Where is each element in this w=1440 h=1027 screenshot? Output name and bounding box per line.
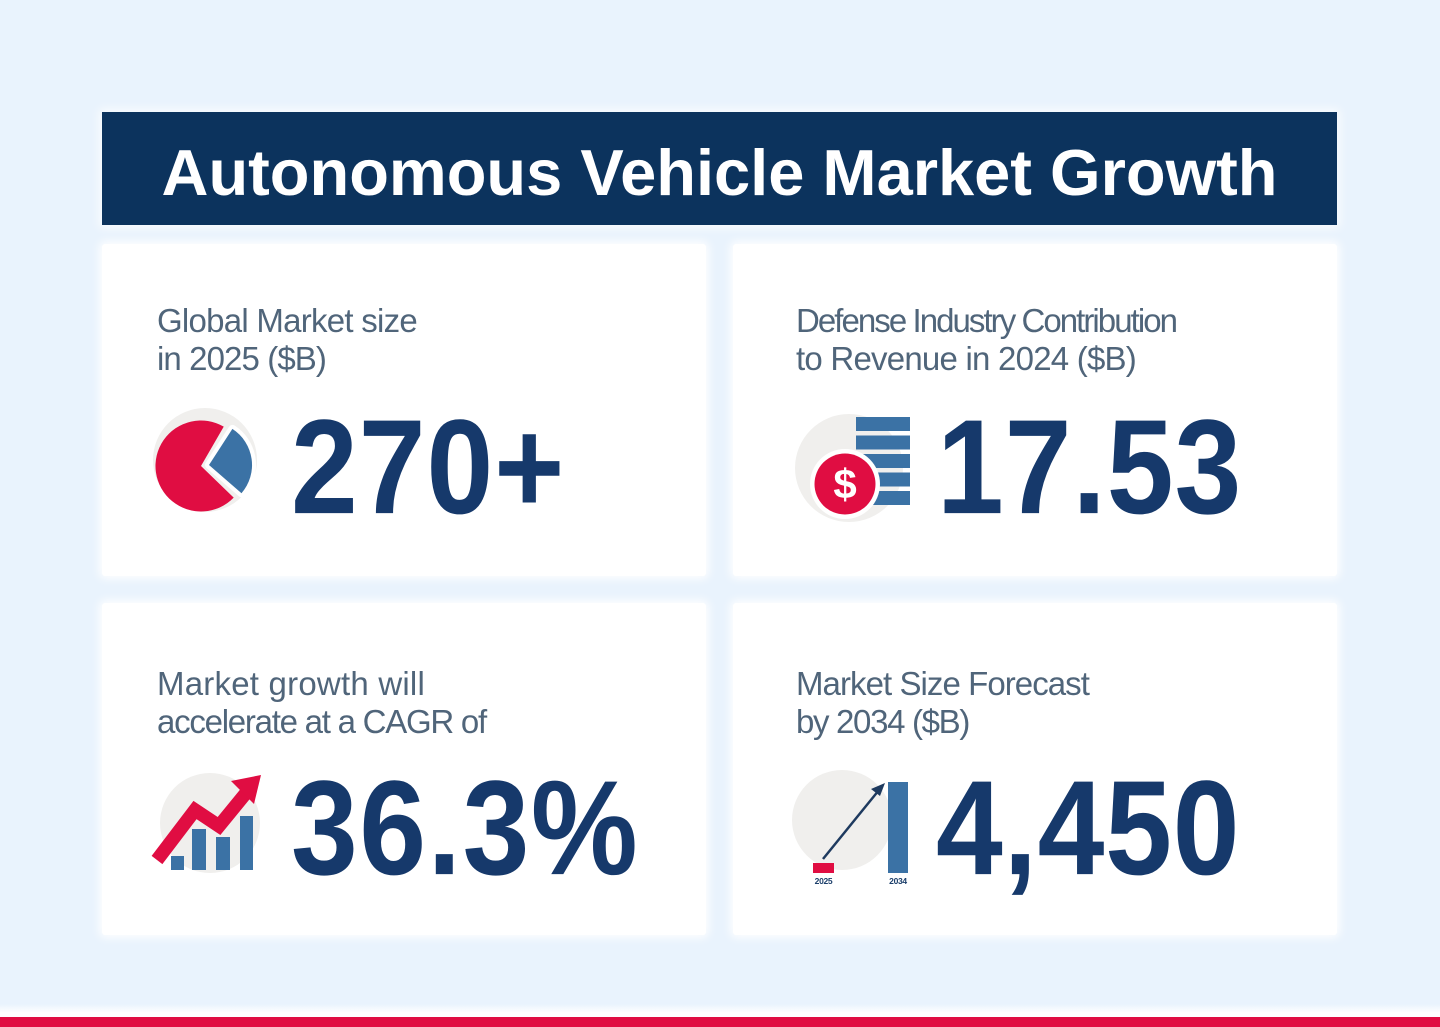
- svg-text:$: $: [833, 461, 856, 508]
- svg-text:2034: 2034: [889, 876, 907, 886]
- svg-text:2025: 2025: [815, 876, 833, 886]
